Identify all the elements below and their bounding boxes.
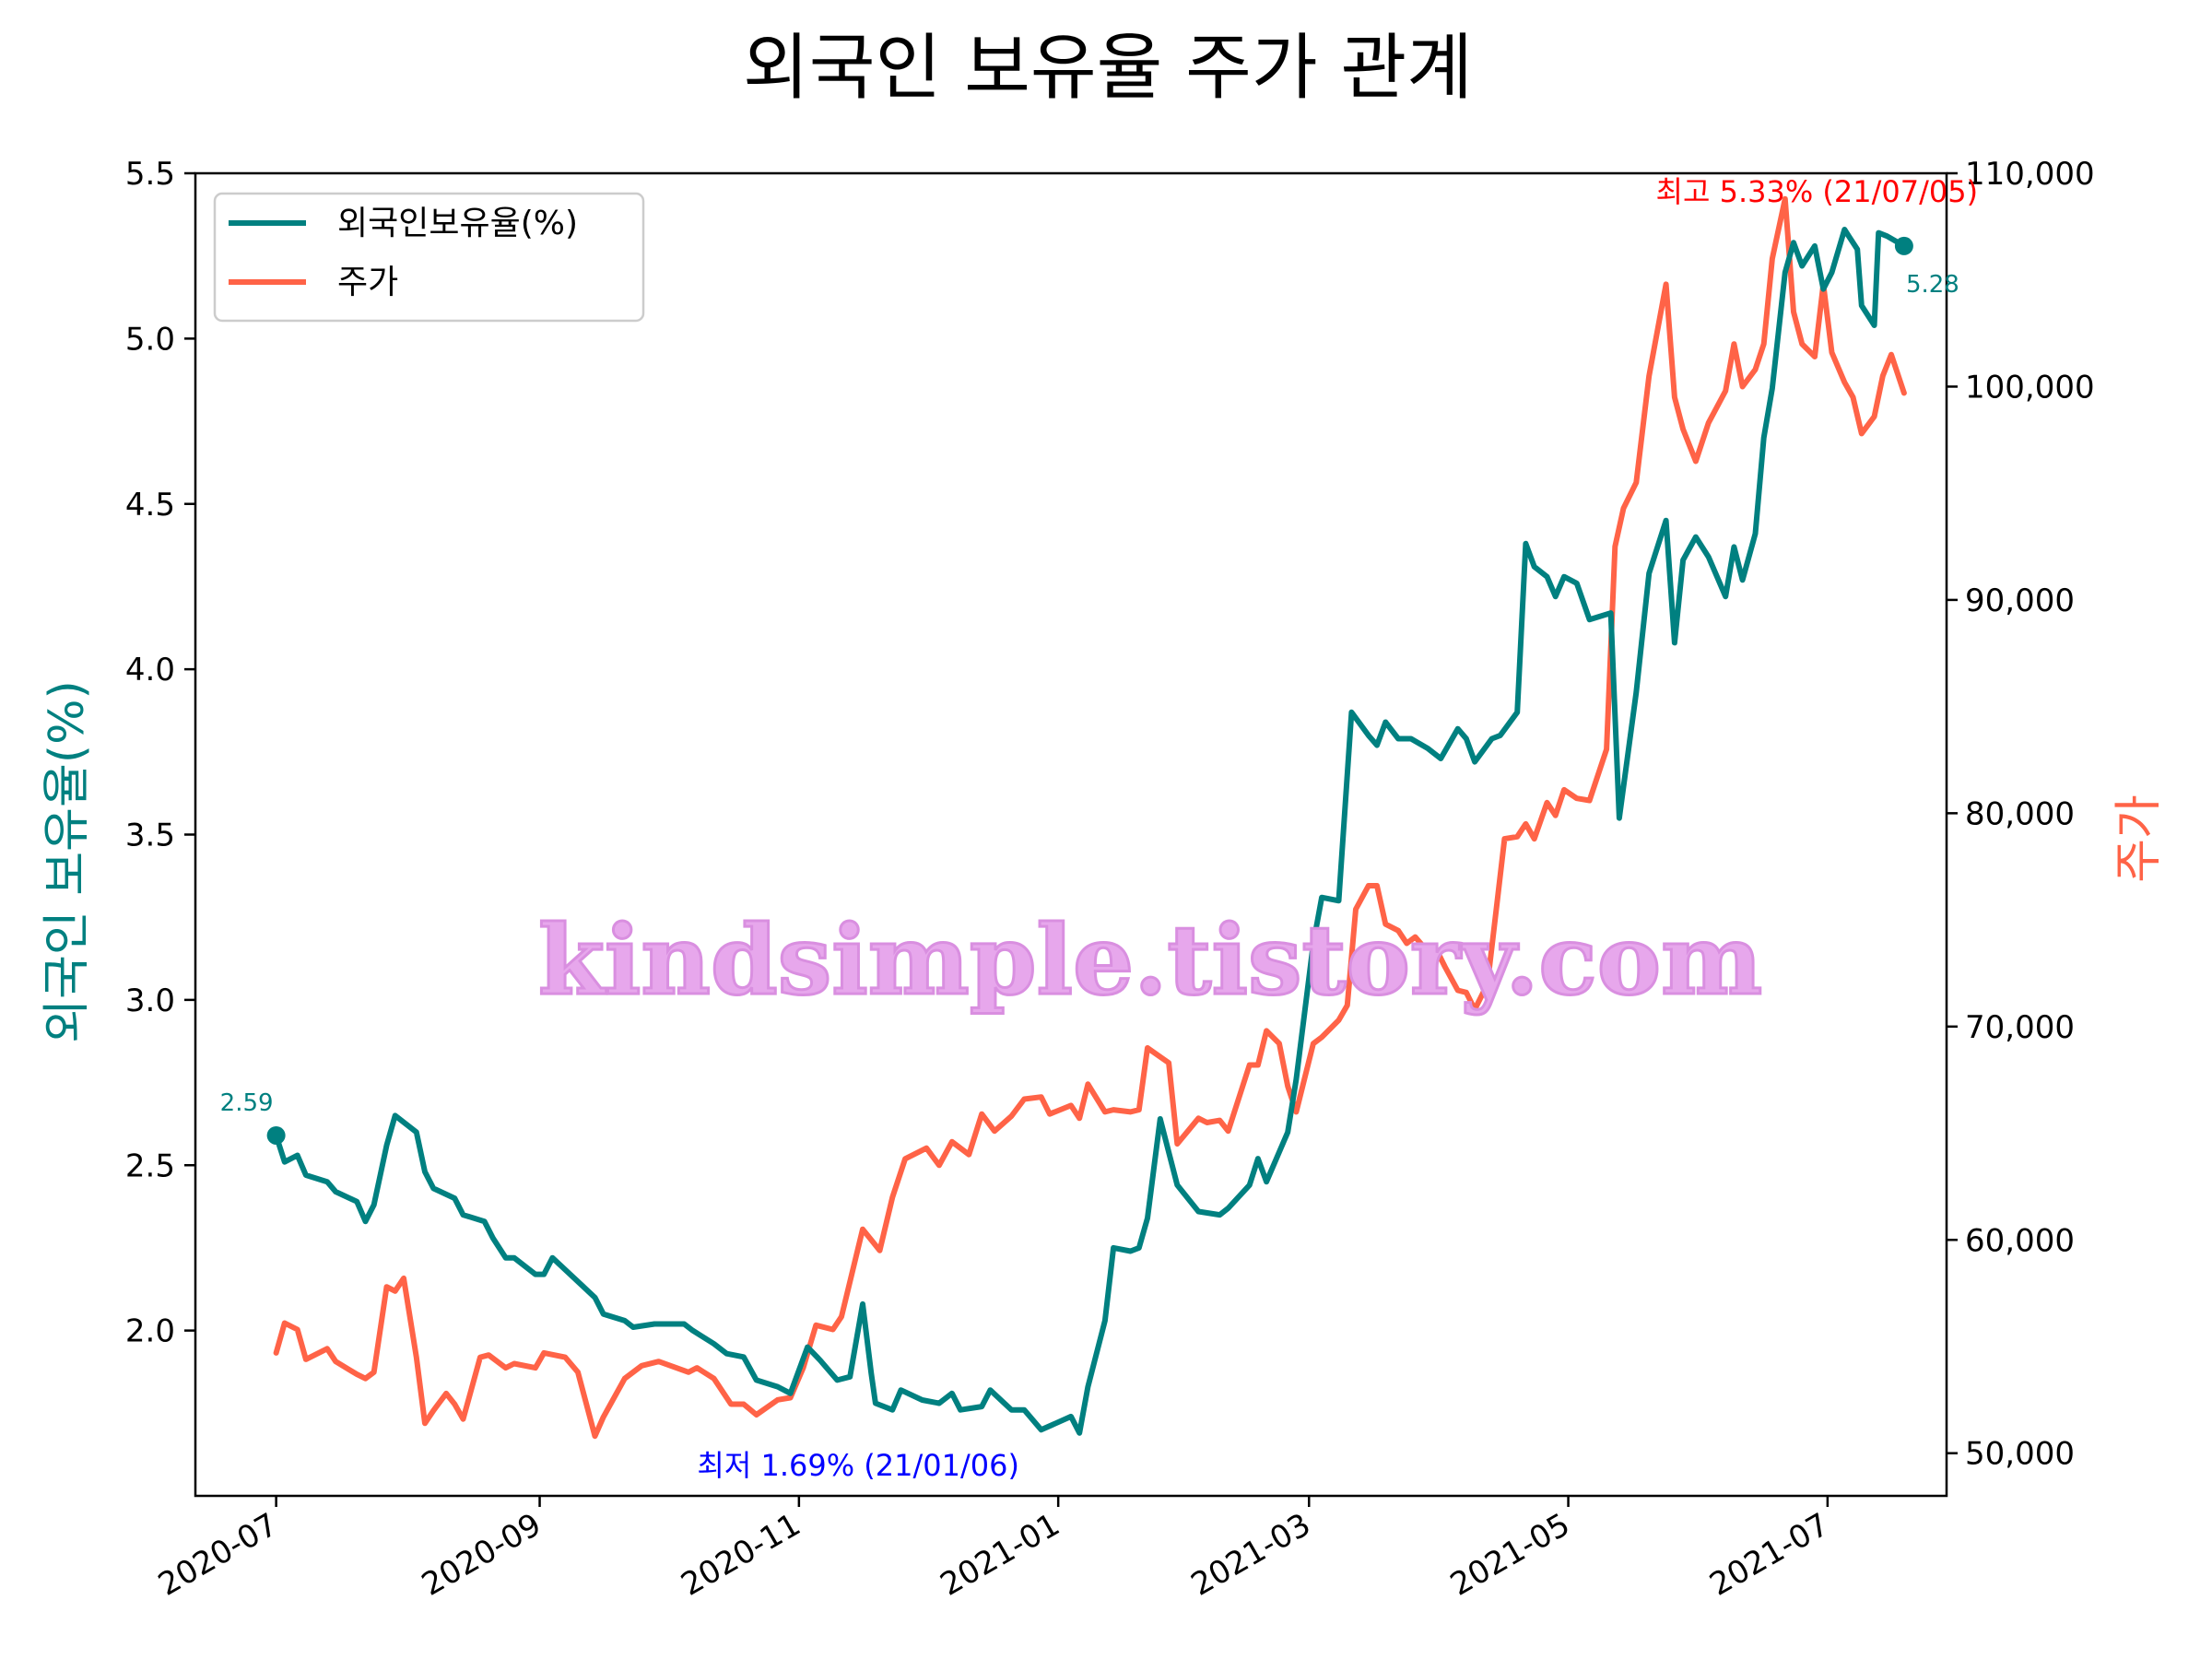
plot-area: 2.0 2.5 3.0 3.5 4.0 4.5 5.0 5.5 50,000 60,000 70,0… <box>125 156 2095 1604</box>
legend-label-price: 주가 <box>337 264 398 301</box>
x-tick-label: 2020-11 <box>675 1506 806 1604</box>
y-left-tick-label: 2.0 <box>125 1313 175 1350</box>
y-left-tick-label: 5.5 <box>125 156 175 193</box>
y-left-tick-label: 5.0 <box>125 321 175 358</box>
legend-label-foreign: 외국인보유율(%) <box>337 205 578 242</box>
max-annotation: 최고 5.33% (21/07/05) <box>1656 174 1979 209</box>
series-line-foreign-ownership <box>273 227 1907 1436</box>
x-tick-label: 2021-01 <box>935 1506 1066 1604</box>
series-line-stock-price <box>273 195 1907 1440</box>
y-right-tick-label: 80,000 <box>1965 795 2075 832</box>
end-value-label: 5.28 <box>1906 271 1959 299</box>
x-tick-label: 2021-03 <box>1185 1506 1317 1604</box>
y-left-tick-label: 3.5 <box>125 818 175 854</box>
y-left-tick-label: 2.5 <box>125 1147 175 1184</box>
y-axis-left-title: 외국인 보유율(%) <box>40 680 95 1043</box>
legend: 외국인보유율(%) 주가 <box>213 192 645 323</box>
y-axis-right-title: 주가 <box>2112 794 2167 883</box>
y-left-tick-label: 4.0 <box>125 652 175 688</box>
min-annotation: 최저 1.69% (21/01/06) <box>697 1448 1019 1483</box>
y-right-tick-label: 100,000 <box>1965 369 2095 406</box>
chart-title: 외국인 보유율 주가 관계 <box>743 27 1473 110</box>
y-right-tick-label: 60,000 <box>1965 1222 2075 1259</box>
start-point-marker <box>266 1125 286 1145</box>
watermark: kindsimple.tistory.com <box>538 903 1762 1017</box>
y-right-tick-label: 70,000 <box>1965 1009 2075 1046</box>
x-tick-label: 2020-09 <box>416 1506 547 1604</box>
end-point-marker <box>1894 236 1913 255</box>
start-value-label: 2.59 <box>220 1089 274 1117</box>
plot-frame <box>194 171 1948 1498</box>
x-tick-label: 2021-07 <box>1703 1506 1835 1604</box>
x-tick-label: 2021-05 <box>1444 1506 1576 1604</box>
legend-frame <box>213 192 645 323</box>
y-right-tick-label: 110,000 <box>1965 156 2095 193</box>
y-left-tick-label: 4.5 <box>125 487 175 524</box>
y-right-tick-label: 50,000 <box>1965 1436 2075 1473</box>
x-tick-label: 2020-07 <box>152 1506 284 1604</box>
y-left-tick-label: 3.0 <box>125 982 175 1019</box>
y-right-tick-label: 90,000 <box>1965 582 2075 619</box>
